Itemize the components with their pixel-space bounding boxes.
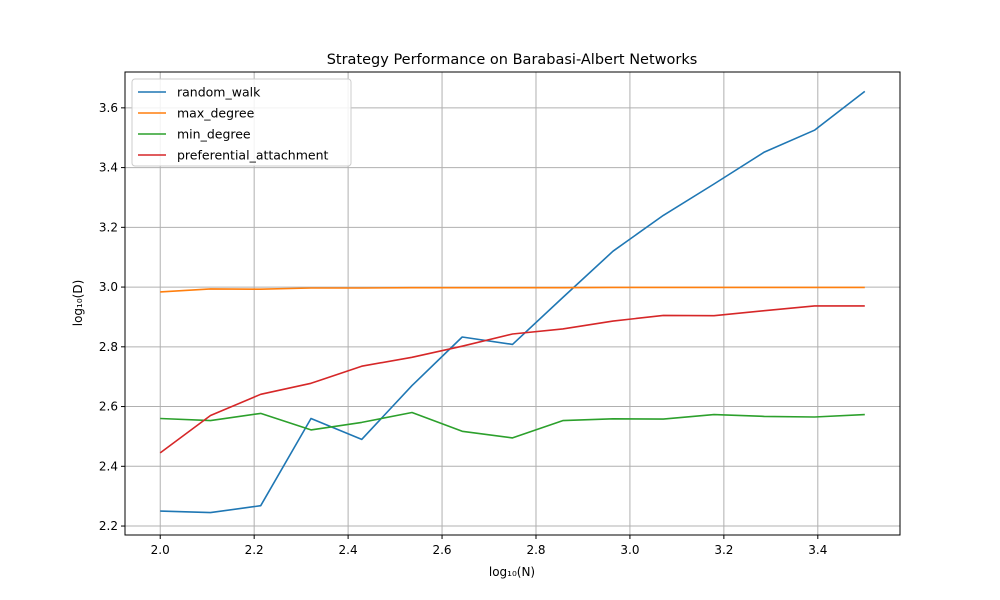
y-tick-label: 3.2: [99, 220, 118, 234]
y-tick-label: 3.0: [99, 280, 118, 294]
series-line-max-degree: [160, 286, 865, 293]
x-tick-label: 2.8: [526, 543, 545, 557]
series-line-random-walk: [160, 90, 866, 514]
x-tick-label: 3.2: [714, 543, 733, 557]
y-axis-ticks: 2.2 2.4 2.6 2.8 3.0 3.2 3.4 3.6: [99, 101, 125, 533]
y-tick-label: 2.6: [99, 400, 118, 414]
y-tick-label: 3.4: [99, 161, 118, 175]
legend-label: max_degree: [177, 106, 255, 121]
plot-frame: [124, 71, 901, 536]
x-tick-label: 2.0: [151, 543, 170, 557]
legend-box: [131, 78, 352, 167]
x-tick-label: 2.4: [339, 543, 358, 557]
x-tick-label: 3.0: [620, 543, 639, 557]
series-line-min-degree: [160, 411, 865, 439]
x-axis-label: log₁₀(N): [489, 565, 535, 579]
x-tick-label: 2.6: [432, 543, 451, 557]
legend: random_walk max_degree min_degree preferent…: [131, 78, 352, 167]
series-lines: [159, 90, 866, 514]
y-tick-label: 2.8: [99, 340, 118, 354]
y-axis-label: log₁₀(D): [71, 280, 85, 327]
x-tick-label: 2.2: [245, 543, 264, 557]
x-tick-label: 3.4: [808, 543, 827, 557]
y-tick-label: 2.4: [99, 459, 118, 473]
legend-label: min_degree: [177, 127, 251, 142]
chart-title: Strategy Performance on Barabasi-Albert …: [327, 52, 698, 68]
y-tick-label: 3.6: [99, 101, 118, 115]
legend-label: random_walk: [177, 85, 261, 100]
series-line-preferential-attachment: [159, 305, 865, 454]
y-tick-label: 2.2: [99, 519, 118, 533]
legend-label: preferential_attachment: [177, 148, 329, 163]
x-axis-ticks: 2.0 2.2 2.4 2.6 2.8 3.0 3.2 3.4: [151, 535, 827, 557]
